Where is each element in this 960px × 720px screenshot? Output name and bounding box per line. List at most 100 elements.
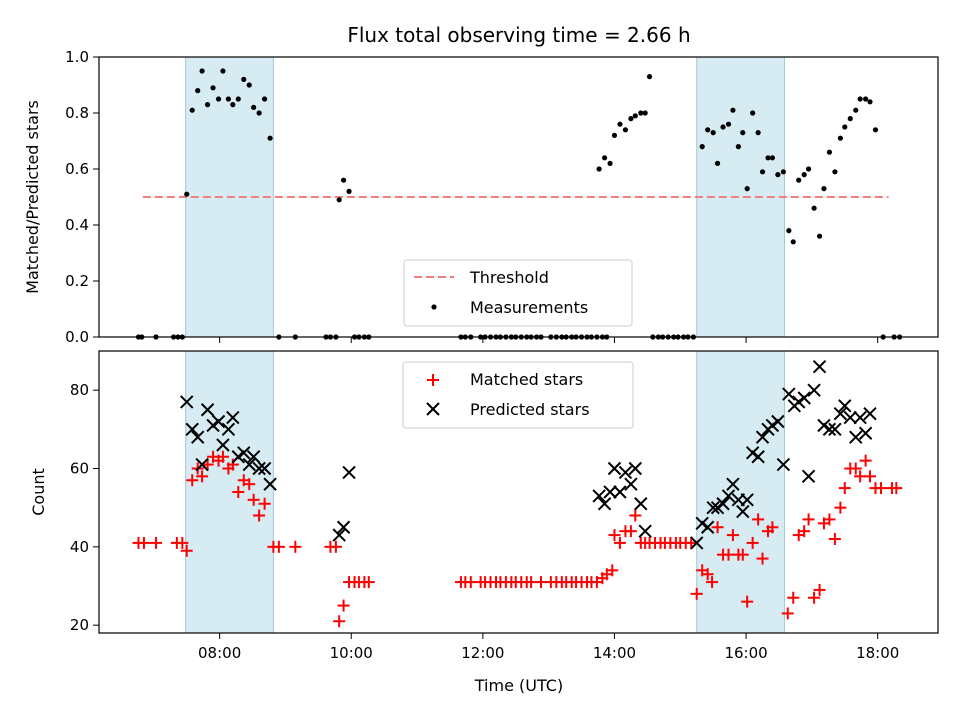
measurement-point-69 [628,116,634,122]
matched-star-point-23 [289,540,302,553]
matched-star-point-108 [859,454,872,467]
measurement-point-20 [256,110,262,116]
measurement-point-22 [267,135,273,141]
matched-star-point-94 [787,591,800,604]
predicted-star-b [252,461,266,476]
predicted-star-b [628,461,643,476]
predicted-star-point-6 [211,414,226,429]
predicted-star-b [200,403,215,417]
predicted-star-point-7 [216,438,230,452]
predicted-star-b [807,383,821,397]
x-tick-label-5: 18:00 [856,644,899,662]
predicted-star-b [721,489,736,503]
predicted-star-b [257,461,272,476]
measurement-point-108 [826,149,833,155]
predicted-star-point-4 [200,403,215,417]
measurement-point-68 [622,127,629,133]
matched-star-point-1 [137,536,150,549]
predicted-star-b [771,414,785,429]
measurement-point-100 [786,228,792,234]
top-legend: Threshold Measurements [403,259,633,327]
measurement-point-18 [246,82,252,88]
predicted-star-b [863,406,877,421]
predicted-star-b [246,450,261,464]
measurement-point-12 [215,96,222,102]
predicted-star-b [849,430,863,444]
predicted-star-point-53 [807,383,821,397]
predicted-star-point-24 [613,485,627,499]
measurement-point-116 [867,99,873,105]
top-y-tick-label-4: 0.8 [65,104,89,122]
bottom-shaded-interval-0 [185,350,274,634]
measurement-point-105 [811,205,817,211]
measurement-point-9 [199,68,205,74]
predicted-star-point-17 [332,528,346,542]
measurement-point-67 [617,121,623,127]
predicted-star-b [211,414,226,429]
predicted-star-b [332,528,346,542]
measurement-point-113 [853,107,859,113]
predicted-star-point-25 [618,465,633,480]
matched-star-point-77 [690,587,703,600]
measurement-point-104 [805,166,812,172]
matched-star-point-15 [232,486,245,498]
measurement-point-99 [780,169,786,175]
top-y-tick-label-3: 0.6 [65,160,89,178]
bottom-legend-box [402,361,634,429]
matched-star-point-93 [781,607,794,620]
measurement-point-102 [796,177,802,183]
matched-star-point-14 [226,458,239,471]
measurement-point-98 [775,172,781,178]
predicted-star-point-40 [740,493,754,507]
measurement-point-63 [596,166,602,172]
matched-star-point-61 [608,529,621,542]
measurement-point-64 [601,155,608,161]
predicted-star-point-64 [863,406,877,421]
measurement-point-83 [699,144,705,150]
measurement-point-14 [225,96,232,102]
predicted-star-point-46 [771,414,785,429]
measurement-point-109 [832,169,838,175]
predicted-star-point-63 [858,426,873,440]
matched-star-point-84 [726,529,739,542]
legend-predicted-swatch [426,402,440,416]
predicted-star-point-3 [195,457,209,472]
measurement-point-97 [769,155,775,161]
matched-star-point-102 [828,533,841,545]
predicted-star-point-26 [624,477,638,491]
measurement-point-85 [710,130,716,136]
measurement-point-96 [765,155,771,161]
matched-star-point-26 [333,615,346,628]
x-tick-label-4: 16:00 [724,644,767,662]
predicted-star-point-32 [700,520,715,534]
predicted-star-b [613,485,627,499]
bottom-y-tick-label-3: 80 [70,381,89,399]
measurement-point-29 [340,177,347,183]
predicted-star-point-60 [843,410,857,425]
predicted-star-b [828,422,842,437]
predicted-star-point-35 [716,497,730,511]
bottom-panel: 20 40 60 80 08:00 10:00 12:00 14:00 16:00 18:00 [70,350,939,662]
measurement-point-66 [611,132,618,138]
matched-star-point-12 [216,450,229,463]
predicted-star-b [190,430,205,444]
predicted-star-point-54 [812,359,827,374]
measurement-point-73 [646,74,653,80]
measurement-point-8 [195,88,201,94]
predicted-star-b [603,485,617,499]
matched-star-point-20 [258,497,271,510]
measurement-point-91 [740,130,746,136]
matched-star-point-32 [362,576,375,589]
top-y-tick-label-0: 0.0 [65,328,89,346]
matched-star-point-6 [186,474,199,487]
measurement-point-112 [847,116,853,122]
measurement-point-94 [755,130,761,136]
legend-matched-swatch [427,374,439,386]
matched-star-point-96 [798,525,811,538]
matched-star-point-19 [253,509,266,522]
matched-star-point-65 [629,509,642,522]
predicted-star-point-37 [726,477,740,491]
measurement-point-103 [801,172,807,178]
predicted-star-b [755,430,770,444]
x-tick-label-0: 08:00 [198,644,241,662]
